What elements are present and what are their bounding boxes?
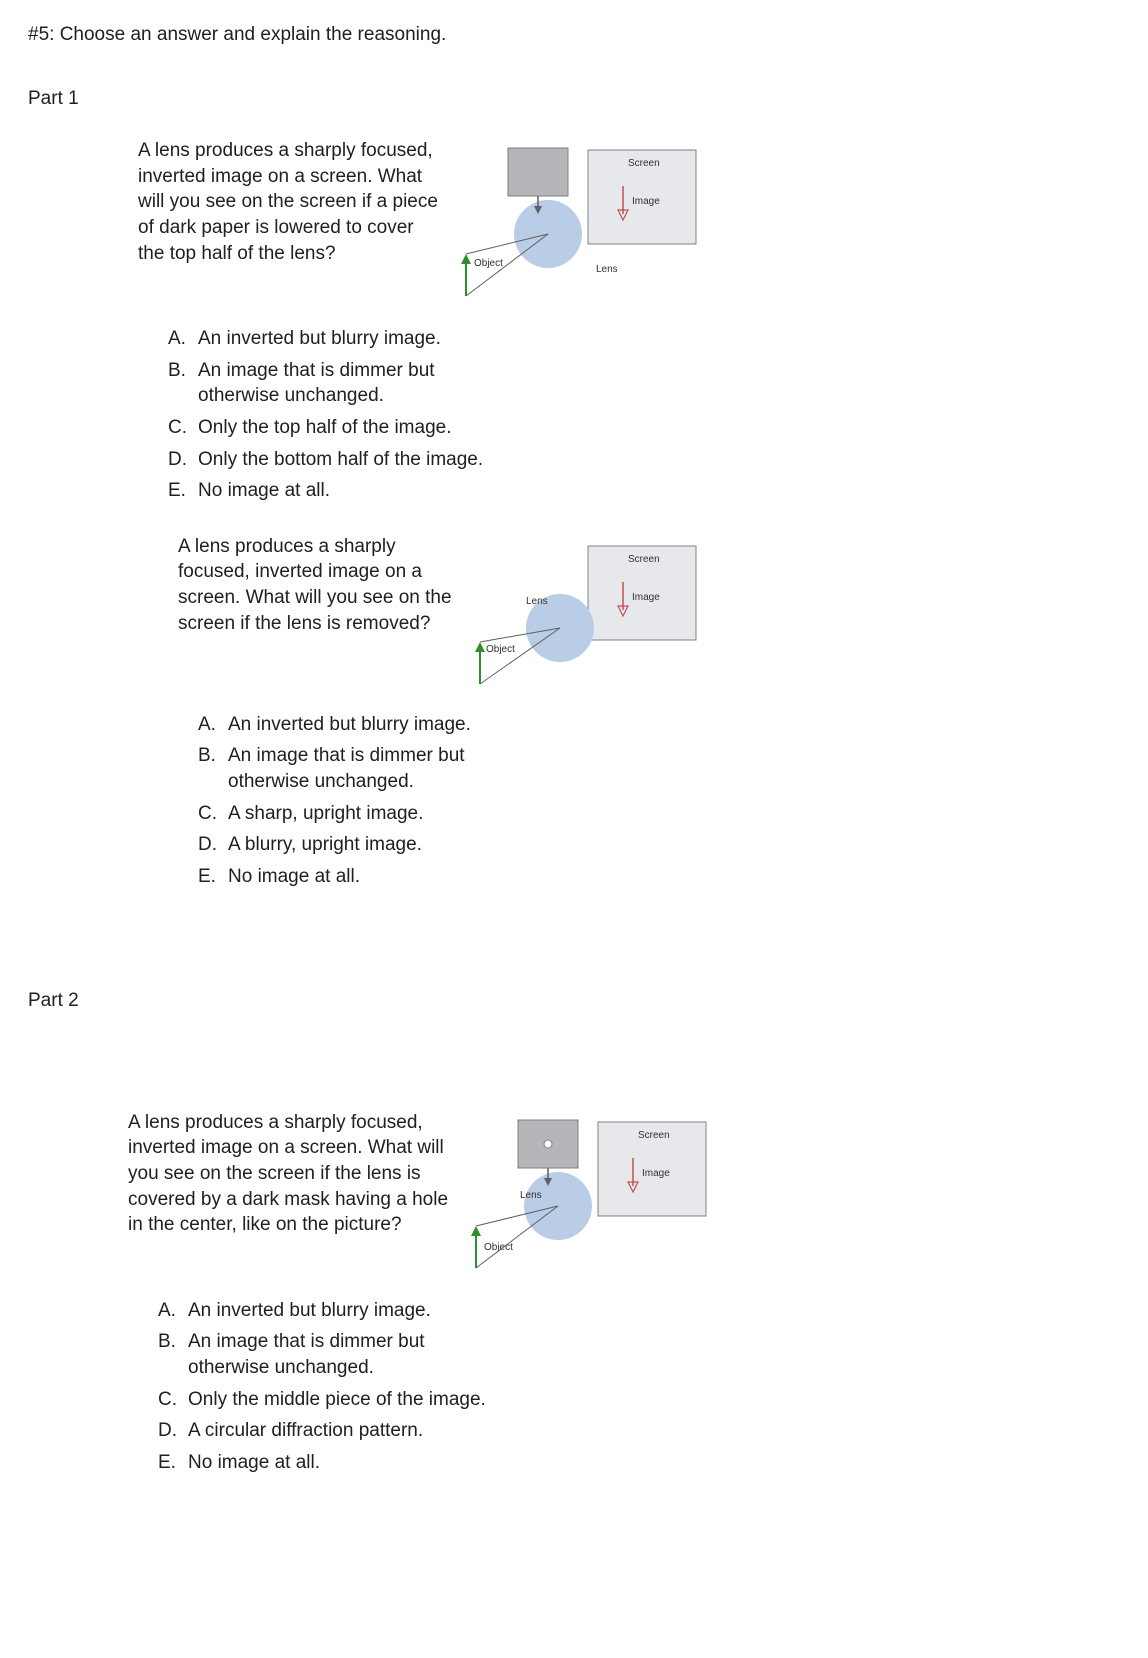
q3-text: A lens produces a sharply focused, inver… bbox=[128, 1110, 448, 1238]
q2-option[interactable]: D.A blurry, upright image. bbox=[198, 832, 1120, 858]
q1-text: A lens produces a sharply focused, inver… bbox=[138, 138, 438, 266]
q1-option[interactable]: E.No image at all. bbox=[168, 478, 1120, 504]
part2-label: Part 2 bbox=[28, 990, 1120, 1012]
image-label: Image bbox=[632, 196, 660, 207]
lens-label: Lens bbox=[596, 264, 618, 275]
q3-options: A.An inverted but blurry image. B.An ima… bbox=[158, 1298, 1120, 1476]
object-arrow-icon bbox=[475, 642, 485, 684]
image-label: Image bbox=[632, 592, 660, 603]
q2-option[interactable]: A.An inverted but blurry image. bbox=[198, 712, 1120, 738]
q1-options: A.An inverted but blurry image. B.An ima… bbox=[168, 326, 1120, 504]
part1-label: Part 1 bbox=[28, 88, 1120, 110]
q1-option[interactable]: D.Only the bottom half of the image. bbox=[168, 447, 1120, 473]
q3-option[interactable]: B.An image that is dimmer but otherwise … bbox=[158, 1329, 1120, 1380]
object-label: Object bbox=[486, 644, 515, 655]
q1-option[interactable]: B.An image that is dimmer but otherwise … bbox=[168, 358, 1120, 409]
object-arrow-icon bbox=[461, 254, 471, 296]
q3-option[interactable]: D.A circular diffraction pattern. bbox=[158, 1418, 1120, 1444]
page-title: #5: Choose an answer and explain the rea… bbox=[28, 24, 1120, 46]
q1-option[interactable]: A.An inverted but blurry image. bbox=[168, 326, 1120, 352]
q3-option[interactable]: E.No image at all. bbox=[158, 1450, 1120, 1476]
object-arrow-icon bbox=[471, 1226, 481, 1268]
q2-option[interactable]: C.A sharp, upright image. bbox=[198, 801, 1120, 827]
q2-option[interactable]: B.An image that is dimmer but otherwise … bbox=[198, 743, 1120, 794]
q3-option[interactable]: C.Only the middle piece of the image. bbox=[158, 1387, 1120, 1413]
object-label: Object bbox=[474, 258, 503, 269]
lens-label: Lens bbox=[526, 596, 548, 607]
screen-label: Screen bbox=[638, 1130, 670, 1141]
q2-diagram: Screen Image Lens Object bbox=[468, 534, 708, 694]
q2-option[interactable]: E.No image at all. bbox=[198, 864, 1120, 890]
q2-options: A.An inverted but blurry image. B.An ima… bbox=[198, 712, 1120, 890]
q3-diagram: Screen Image Lens Object bbox=[458, 1110, 718, 1280]
q1-option[interactable]: C.Only the top half of the image. bbox=[168, 415, 1120, 441]
q3-option[interactable]: A.An inverted but blurry image. bbox=[158, 1298, 1120, 1324]
q2-text: A lens produces a sharply focused, inver… bbox=[178, 534, 458, 637]
paper-icon bbox=[508, 148, 568, 196]
screen-label: Screen bbox=[628, 554, 660, 565]
mask-hole-icon bbox=[544, 1140, 552, 1148]
screen-label: Screen bbox=[628, 158, 660, 169]
lens-label: Lens bbox=[520, 1190, 542, 1201]
image-label: Image bbox=[642, 1168, 670, 1179]
q1-diagram: Screen Image Lens Object bbox=[448, 138, 708, 308]
